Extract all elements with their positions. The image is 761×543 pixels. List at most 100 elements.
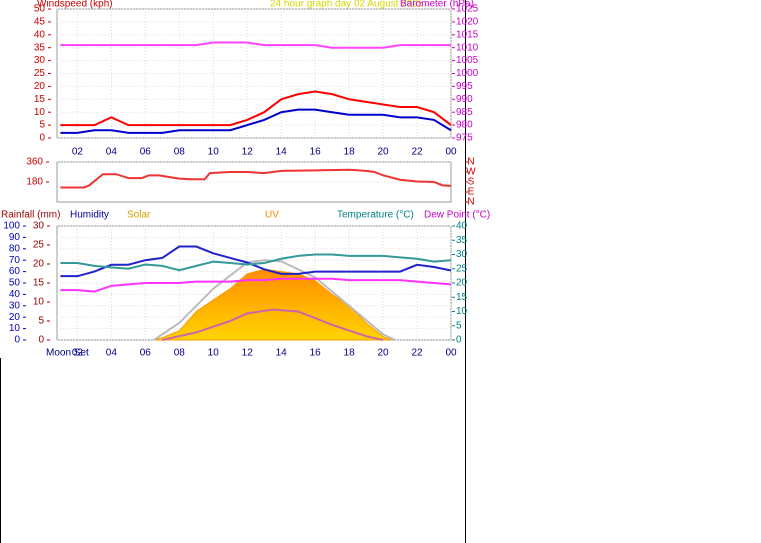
- y-tick-label: 30: [9, 300, 21, 311]
- y-tick-label: 40: [9, 289, 21, 300]
- plot-area: [56, 161, 452, 203]
- y2-tick-label: E: [468, 187, 475, 198]
- line: [162, 308, 384, 341]
- y2-tick-label: S: [468, 177, 475, 188]
- line: [60, 90, 452, 127]
- x-tick-label: 20: [378, 348, 390, 359]
- y-tick-label: 45: [34, 17, 46, 28]
- y2-tick-label: 975: [456, 133, 473, 144]
- y-tick-label: 20: [34, 81, 46, 92]
- annotation: Moon Set: [46, 348, 89, 359]
- axis-label: UV: [265, 210, 279, 221]
- y-tick-label: 90: [9, 232, 21, 243]
- y-tick-label: 100: [3, 221, 20, 232]
- x-tick-label: 08: [174, 147, 186, 158]
- y-tick-label: 20: [9, 312, 21, 323]
- line: [60, 41, 451, 49]
- x-tick-label: 10: [208, 147, 220, 158]
- x-tick-label: 12: [242, 147, 254, 158]
- line: [60, 168, 452, 189]
- y2-tick-label: 1025: [456, 4, 479, 15]
- x-tick-label: 04: [106, 348, 118, 359]
- y-tick-label: 10: [9, 323, 21, 334]
- y2-tick-label: 1015: [456, 29, 479, 40]
- y-tick-label: 0: [39, 133, 45, 144]
- y3-tick-label: 25: [456, 263, 468, 274]
- y-tick-label: 50: [34, 4, 46, 15]
- axis-label: Windspeed (kph): [37, 0, 113, 10]
- x-tick-label: 20: [378, 147, 390, 158]
- axis-label: Temperature (°C): [337, 210, 414, 221]
- x-tick-label: 18: [344, 147, 356, 158]
- y-tick-label: 0: [14, 335, 20, 346]
- y2-tick-label: 1010: [456, 42, 479, 53]
- y3-tick-label: 15: [456, 292, 468, 303]
- axis-label: Humidity: [70, 210, 109, 221]
- y2-tick-label: 980: [456, 120, 473, 131]
- y2-tick-label: 995: [456, 81, 473, 92]
- y-tick-label: 15: [34, 94, 46, 105]
- y-tick-label: 180: [26, 177, 43, 188]
- y2-tick-label: 0: [38, 335, 44, 346]
- y-tick-label: 10: [34, 107, 46, 118]
- y-tick-label: 5: [39, 120, 45, 131]
- y-tick-label: 50: [9, 278, 21, 289]
- x-tick-label: 02: [72, 147, 84, 158]
- y2-tick-label: 990: [456, 94, 473, 105]
- y2-tick-label: 1020: [456, 17, 479, 28]
- x-tick-label: 08: [174, 348, 186, 359]
- x-tick-label: 00: [445, 147, 457, 158]
- axis-label: Barometer (hPa): [400, 0, 474, 10]
- y-tick-label: 35: [34, 42, 46, 53]
- y-tick-label: 360: [26, 157, 43, 168]
- y2-tick-label: 25: [33, 240, 45, 251]
- y2-tick-label: 985: [456, 107, 473, 118]
- x-tick-label: 14: [276, 147, 288, 158]
- x-tick-label: 00: [445, 348, 457, 359]
- y2-tick-label: W: [466, 167, 476, 178]
- line: [60, 277, 452, 293]
- area: [153, 268, 392, 341]
- x-tick-label: 22: [411, 348, 423, 359]
- y2-tick-label: N: [467, 157, 474, 168]
- y2-tick-label: 15: [33, 278, 45, 289]
- y2-tick-label: 1005: [456, 55, 479, 66]
- y2-tick-label: 1000: [456, 68, 479, 79]
- x-tick-label: 14: [276, 348, 288, 359]
- y3-tick-label: 5: [456, 320, 462, 331]
- y2-tick-label: 10: [33, 297, 45, 308]
- y3-tick-label: 30: [456, 249, 468, 260]
- y3-tick-label: 35: [456, 235, 468, 246]
- x-tick-label: 22: [411, 147, 423, 158]
- line: [60, 108, 452, 134]
- y3-tick-label: 20: [456, 278, 468, 289]
- x-tick-label: 04: [106, 147, 118, 158]
- x-tick-label: 16: [310, 348, 322, 359]
- x-tick-label: 06: [140, 147, 152, 158]
- x-tick-label: 16: [310, 147, 322, 158]
- axis-label: Rainfall (mm): [1, 210, 60, 221]
- y3-tick-label: 10: [456, 306, 468, 317]
- y2-tick-label: 5: [38, 316, 44, 327]
- y2-tick-label: 20: [33, 259, 45, 270]
- axis-label: Dew Point (°C): [424, 210, 490, 221]
- y-tick-label: 25: [34, 68, 46, 79]
- x-tick-label: 18: [344, 348, 356, 359]
- line: [60, 253, 452, 272]
- x-tick-label: 02: [72, 348, 84, 359]
- y3-tick-label: 0: [456, 335, 462, 346]
- y2-tick-label: N: [467, 197, 474, 208]
- x-tick-label: 12: [242, 348, 254, 359]
- y-tick-label: 70: [9, 255, 21, 266]
- y-tick-label: 40: [34, 29, 46, 40]
- x-tick-label: 10: [208, 348, 220, 359]
- y3-tick-label: 40: [456, 221, 468, 232]
- x-tick-label: 06: [140, 348, 152, 359]
- y2-tick-label: 30: [33, 221, 45, 232]
- axis-label: Solar: [127, 210, 151, 221]
- line: [60, 245, 452, 278]
- y-tick-label: 30: [34, 55, 46, 66]
- chart-title: 24 hour graph day 02 August 2025: [270, 0, 424, 10]
- y-tick-label: 80: [9, 243, 21, 254]
